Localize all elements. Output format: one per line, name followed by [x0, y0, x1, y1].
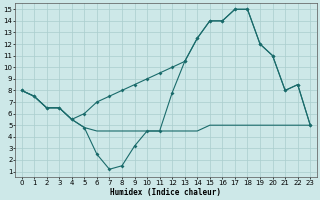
X-axis label: Humidex (Indice chaleur): Humidex (Indice chaleur) [110, 188, 221, 197]
